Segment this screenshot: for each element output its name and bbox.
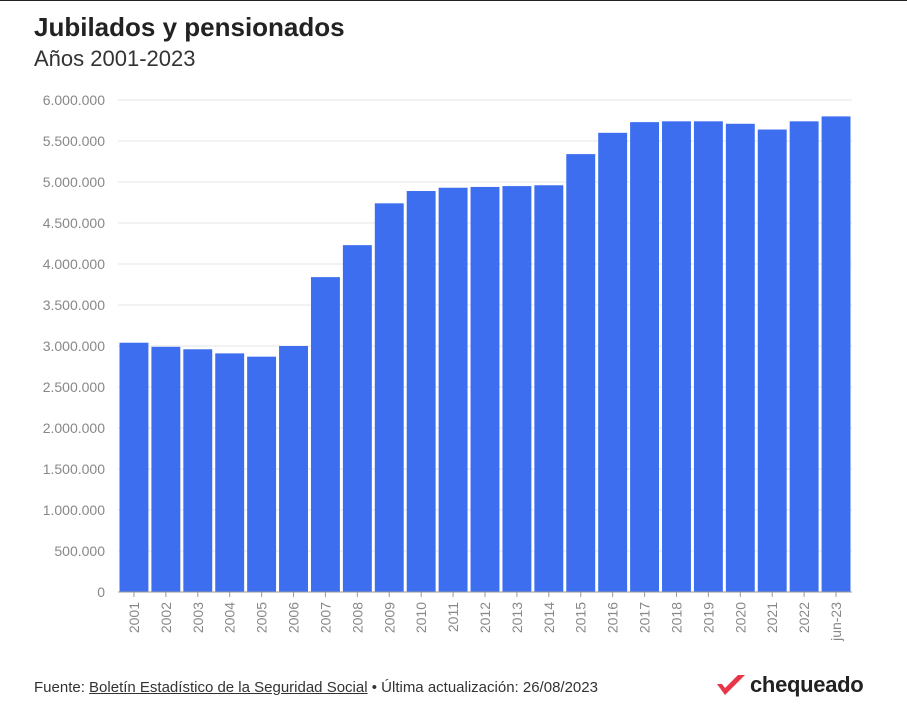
x-tick-label: 2012 bbox=[477, 602, 493, 633]
source-link[interactable]: Boletín Estadístico de la Seguridad Soci… bbox=[89, 679, 368, 696]
bar bbox=[789, 121, 819, 592]
x-tick-label: 2015 bbox=[573, 602, 589, 633]
bar bbox=[151, 346, 181, 592]
y-tick-label: 4.500.000 bbox=[43, 215, 105, 231]
y-tick-label: 500.000 bbox=[54, 543, 105, 559]
bar-chart: 0 500.000 1.000.000 1.500.000 2.000.000 2.500… bbox=[43, 92, 852, 642]
x-tick-label: 2017 bbox=[637, 602, 653, 633]
bar bbox=[662, 121, 691, 592]
x-tick-label: 2005 bbox=[254, 602, 270, 633]
bar bbox=[438, 187, 468, 593]
bar bbox=[215, 353, 245, 592]
footer-source: Fuente: Boletín Estadístico de la Seguri… bbox=[34, 679, 598, 696]
x-tick-label: 2013 bbox=[509, 602, 525, 633]
y-tick-label: 3.000.000 bbox=[43, 338, 105, 354]
bar bbox=[406, 191, 436, 592]
x-tick-label: 2016 bbox=[605, 602, 621, 633]
x-tick-label: 2007 bbox=[317, 602, 333, 633]
y-tick-label: 2.500.000 bbox=[43, 379, 105, 395]
chart-subtitle: Años 2001-2023 bbox=[34, 46, 196, 71]
x-tick-label: 2022 bbox=[796, 602, 812, 633]
x-tick-label: 2011 bbox=[445, 602, 461, 632]
x-tick-label: 2003 bbox=[190, 602, 206, 633]
bar bbox=[598, 132, 628, 593]
chart-title: Jubilados y pensionados bbox=[34, 12, 345, 42]
bar bbox=[630, 122, 660, 592]
x-tick-label: 2021 bbox=[764, 602, 780, 633]
x-tick-label: 2001 bbox=[126, 602, 142, 633]
bar bbox=[470, 186, 500, 593]
bar bbox=[247, 356, 277, 592]
y-tick-label: 0 bbox=[97, 584, 105, 600]
x-tick-label: 2014 bbox=[541, 602, 557, 633]
source-prefix: Fuente: bbox=[34, 679, 90, 696]
logo-wordmark: chequeado bbox=[750, 672, 864, 697]
bar bbox=[183, 349, 213, 592]
bar bbox=[534, 185, 564, 592]
y-tick-label: 3.500.000 bbox=[43, 297, 105, 313]
bar bbox=[310, 277, 340, 592]
x-tick-label: 2018 bbox=[668, 602, 684, 633]
bar bbox=[374, 203, 404, 592]
x-tick-label: 2002 bbox=[158, 602, 174, 633]
y-tick-label: 5.500.000 bbox=[43, 133, 105, 149]
bar bbox=[342, 245, 372, 592]
bar bbox=[757, 129, 787, 592]
bar bbox=[821, 116, 851, 593]
y-tick-label: 6.000.000 bbox=[43, 92, 105, 108]
top-rule bbox=[0, 0, 907, 1]
x-tick-label: 2004 bbox=[222, 602, 238, 633]
bar bbox=[693, 121, 723, 592]
bar bbox=[566, 154, 596, 592]
y-tick-label: 4.000.000 bbox=[43, 256, 105, 272]
check-mark-icon bbox=[717, 675, 745, 695]
x-tick-label: 2020 bbox=[732, 602, 748, 633]
y-tick-label: 1.000.000 bbox=[43, 502, 105, 518]
bar bbox=[279, 346, 308, 592]
x-tick-label: 2008 bbox=[349, 602, 365, 633]
y-tick-label: 2.000.000 bbox=[43, 420, 105, 436]
y-tick-label: 1.500.000 bbox=[43, 461, 105, 477]
x-tick-label: 2009 bbox=[381, 602, 397, 633]
chequeado-logo[interactable]: chequeado bbox=[716, 672, 864, 698]
bar bbox=[725, 123, 755, 592]
x-tick-label: 2019 bbox=[700, 602, 716, 633]
y-tick-label: 5.000.000 bbox=[43, 174, 105, 190]
x-tick-label: jun-23 bbox=[828, 602, 844, 642]
bar bbox=[502, 186, 532, 592]
x-tick-label: 2010 bbox=[413, 602, 429, 633]
bar bbox=[119, 342, 149, 592]
last-updated: • Última actualización: 26/08/2023 bbox=[367, 679, 598, 696]
x-tick-label: 2006 bbox=[286, 602, 302, 633]
